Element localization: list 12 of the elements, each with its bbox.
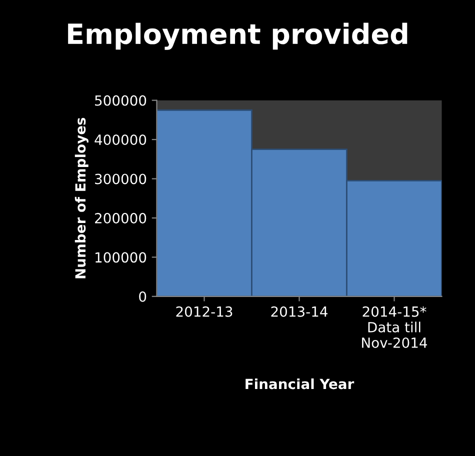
y-tick-label: 300000 [95,174,146,184]
chart-title: Employment provided [68,22,408,50]
x-tick-label: 2014-15* Data till Nov-2014 [362,306,428,348]
y-tick-label: 200000 [95,212,146,224]
y-tick-label: 500000 [95,95,146,106]
x-tick-label: 2012-13 [176,306,232,317]
y-tick-label: 0 [139,291,146,302]
x-tick-label: 2013-14 [271,306,328,317]
x-axis-title: Financial Year [246,378,354,390]
y-tick-label: 100000 [96,252,146,263]
y-axis-title: Number of Employes [74,118,88,278]
y-tick-label: 400000 [94,134,146,146]
